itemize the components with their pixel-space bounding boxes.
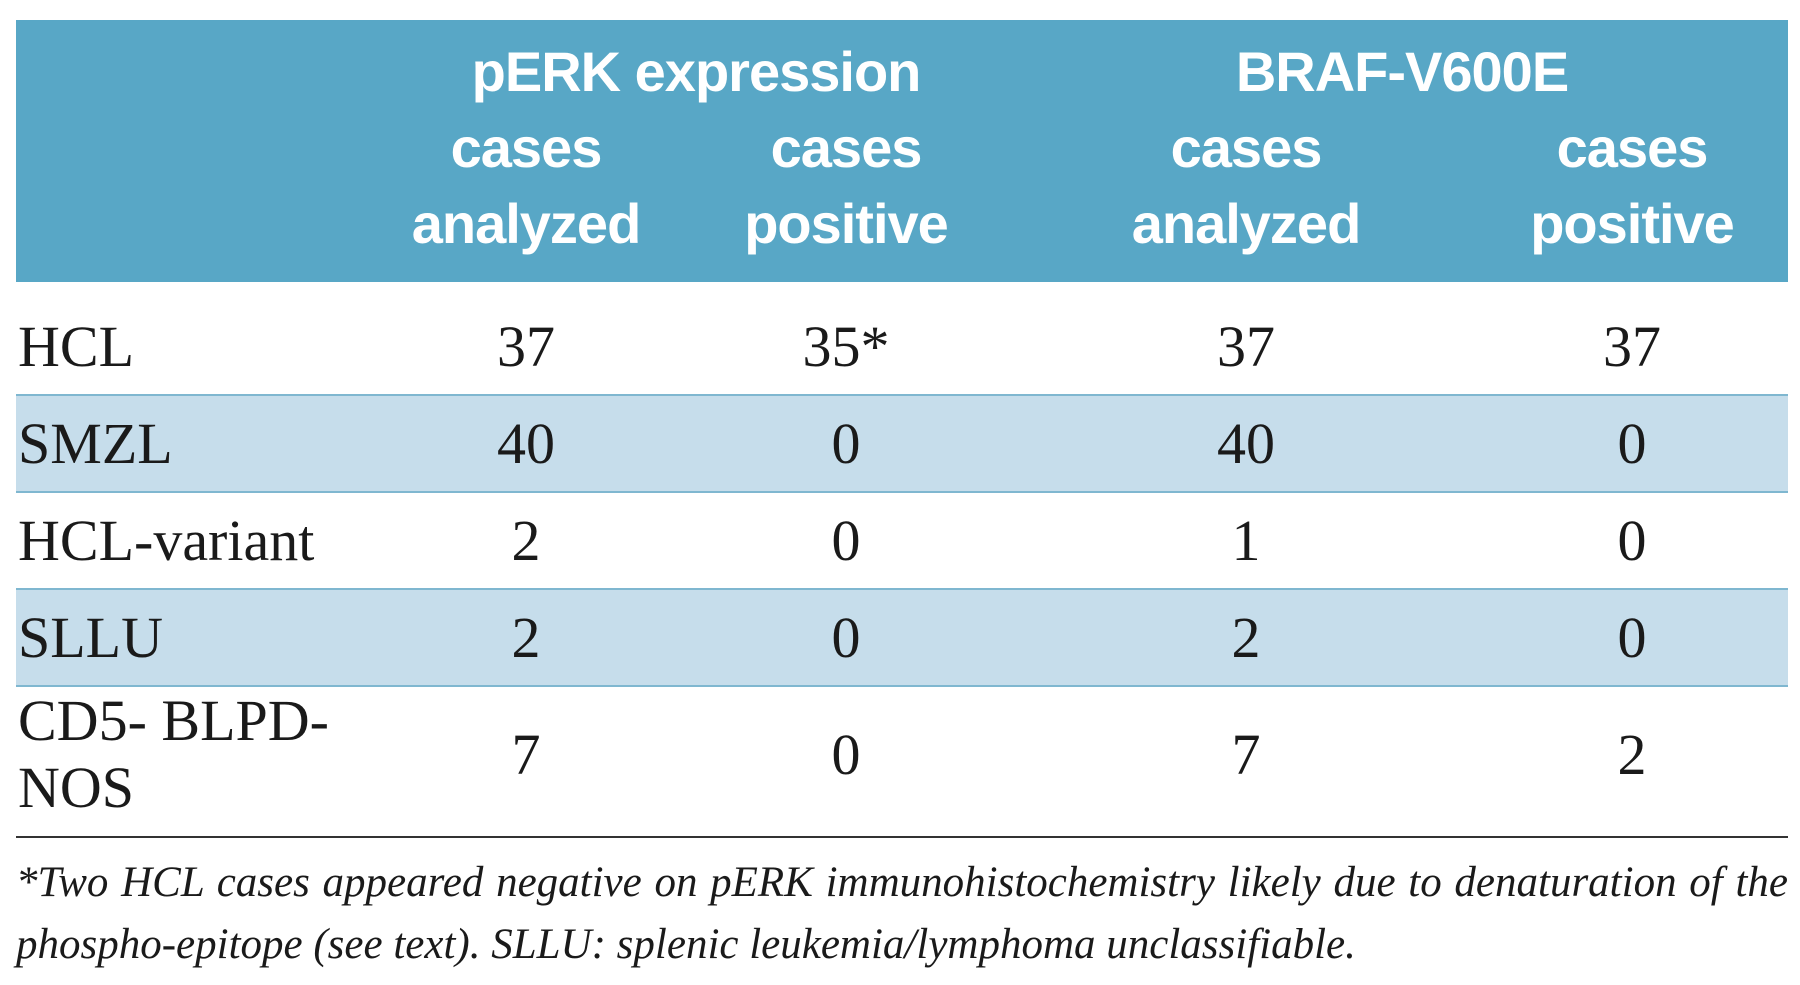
footnote-divider bbox=[16, 836, 1788, 838]
braf-analyzed-cell: 1 bbox=[1231, 508, 1261, 573]
header-line: cases bbox=[1170, 116, 1323, 179]
table-row: SLLU 2 0 2 0 bbox=[16, 588, 1789, 687]
braf-analyzed-header: cases analyzed bbox=[1016, 104, 1477, 282]
braf-positive-header: cases positive bbox=[1476, 104, 1789, 282]
braf-positive-cell: 0 bbox=[1617, 508, 1647, 573]
row-label: SLLU bbox=[16, 588, 376, 687]
perk-analyzed-cell: 7 bbox=[511, 721, 541, 787]
table-container: pERK expression BRAF-V600E cases analyze… bbox=[16, 20, 1789, 976]
header-line: analyzed bbox=[411, 192, 642, 255]
perk-analyzed-cell: 2 bbox=[511, 508, 541, 573]
spacer-cell bbox=[16, 282, 1789, 298]
perk-positive-header: cases positive bbox=[676, 104, 1017, 282]
header-line: positive bbox=[1530, 192, 1735, 255]
perk-analyzed-header: cases analyzed bbox=[376, 104, 676, 282]
row-label: HCL bbox=[18, 313, 134, 379]
group-header-row: pERK expression BRAF-V600E bbox=[16, 20, 1789, 104]
perk-analyzed-cell: 2 bbox=[376, 588, 676, 687]
table-body: HCL 37 35* 37 37 SMZL 40 0 40 0 HCL-vari… bbox=[16, 282, 1789, 821]
table-header: pERK expression BRAF-V600E cases analyze… bbox=[16, 20, 1789, 282]
braf-analyzed-cell: 2 bbox=[1016, 588, 1477, 687]
sub-header-row: cases analyzed cases positive cases anal… bbox=[16, 104, 1789, 282]
header-line: cases bbox=[450, 116, 603, 179]
braf-analyzed-cell: 7 bbox=[1231, 721, 1261, 787]
results-table: pERK expression BRAF-V600E cases analyze… bbox=[16, 20, 1789, 821]
table-row: CD5- BLPD-NOS 7 0 7 2 bbox=[16, 686, 1788, 821]
perk-positive-cell: 0 bbox=[676, 394, 1017, 493]
table-row: SMZL 40 0 40 0 bbox=[16, 394, 1789, 493]
row-label: SMZL bbox=[16, 394, 376, 493]
row-label: HCL-variant bbox=[18, 508, 315, 573]
spacer-row bbox=[16, 282, 1789, 298]
perk-positive-cell: 0 bbox=[831, 721, 861, 787]
braf-group-header: BRAF-V600E bbox=[1016, 20, 1789, 104]
braf-positive-cell: 37 bbox=[1603, 313, 1662, 379]
perk-analyzed-cell: 37 bbox=[497, 313, 555, 379]
perk-positive-cell: 0 bbox=[831, 508, 861, 573]
header-line: analyzed bbox=[1131, 192, 1362, 255]
table-footnote: *Two HCL cases appeared negative on pERK… bbox=[16, 859, 1788, 968]
braf-positive-cell: 0 bbox=[1476, 394, 1789, 493]
header-empty-cell bbox=[16, 20, 376, 104]
braf-positive-cell: 0 bbox=[1476, 588, 1789, 687]
row-label: CD5- BLPD-NOS bbox=[18, 688, 329, 820]
table-row: HCL-variant 2 0 1 0 bbox=[16, 492, 1788, 589]
perk-group-header: pERK expression bbox=[376, 20, 1017, 104]
header-line: cases bbox=[1556, 116, 1709, 179]
header-line: positive bbox=[744, 192, 949, 255]
perk-positive-cell: 35* bbox=[802, 313, 890, 379]
perk-analyzed-cell: 40 bbox=[376, 394, 676, 493]
braf-analyzed-cell: 37 bbox=[1217, 313, 1276, 379]
braf-analyzed-cell: 40 bbox=[1016, 394, 1477, 493]
header-line: cases bbox=[770, 116, 923, 179]
header-empty-cell bbox=[16, 104, 376, 282]
table-row: HCL 37 35* 37 37 bbox=[16, 298, 1788, 395]
perk-positive-cell: 0 bbox=[676, 588, 1017, 687]
braf-positive-cell: 2 bbox=[1617, 721, 1647, 787]
